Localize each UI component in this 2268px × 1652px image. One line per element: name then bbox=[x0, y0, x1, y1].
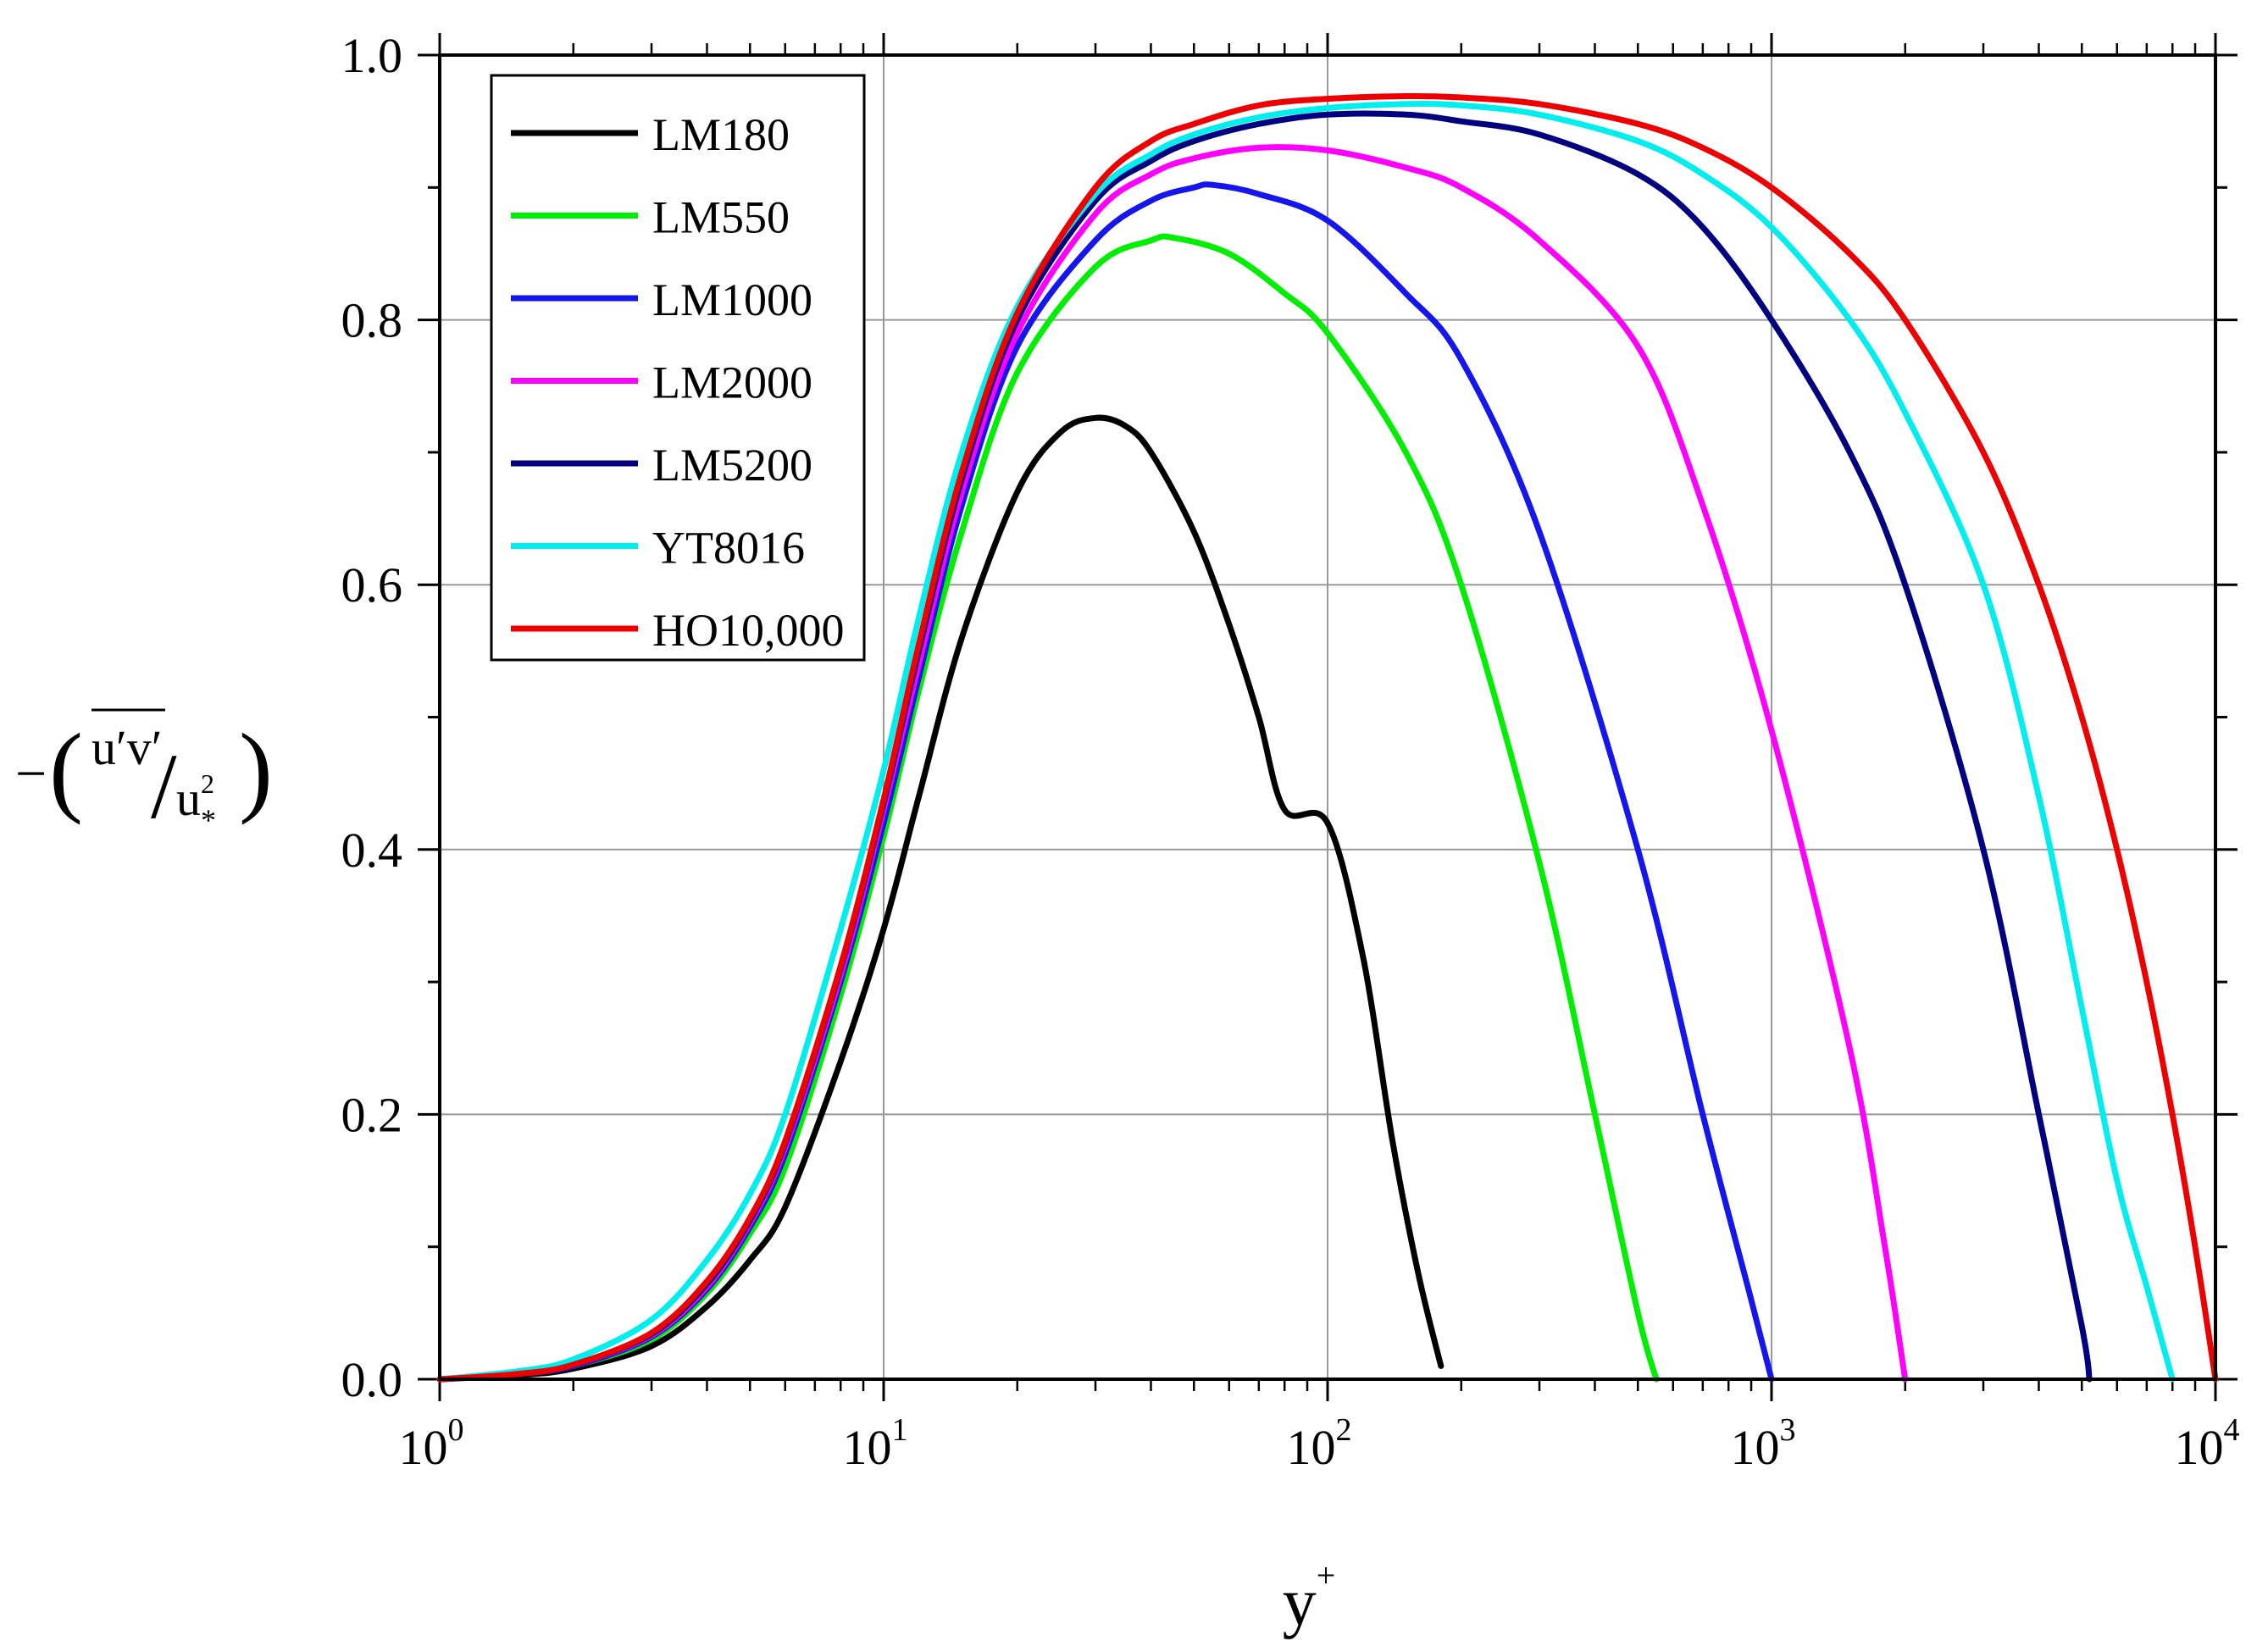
x-tick-label: 103 bbox=[1731, 1412, 1796, 1475]
series-lines bbox=[436, 92, 2219, 1383]
x-tick-label: 100 bbox=[399, 1412, 464, 1475]
legend-label-lm180: LM180 bbox=[652, 109, 790, 160]
y-tick-label: 0.4 bbox=[341, 823, 403, 878]
x-tick-labels: 100 101 102 103 104 bbox=[399, 1412, 2240, 1475]
series-line-ho10-000 bbox=[436, 92, 2219, 1383]
series-line-yt8016 bbox=[436, 101, 2176, 1383]
legend-label-lm1000: LM1000 bbox=[652, 274, 812, 325]
series-line-lm550 bbox=[436, 233, 1660, 1383]
y-label-denominator: u2 * bbox=[176, 768, 216, 837]
axis-ticks bbox=[418, 33, 2238, 1401]
y-label-prefix: − bbox=[15, 743, 47, 805]
legend-label-lm5200: LM5200 bbox=[652, 440, 812, 491]
y-label-numerator: u′v′ bbox=[91, 720, 162, 775]
x-tick-label: 102 bbox=[1287, 1412, 1352, 1475]
legend-box bbox=[490, 74, 866, 662]
legend-label-yt8016: YT8016 bbox=[652, 523, 805, 574]
legend: LM180 LM550 LM1000 LM2000 LM5200 YT8016 HO10,0… bbox=[490, 74, 866, 662]
y-tick-label: 0.0 bbox=[341, 1352, 403, 1407]
y-tick-label: 1.0 bbox=[341, 28, 403, 83]
x-tick-label: 104 bbox=[2175, 1412, 2240, 1475]
y-label-slash: / bbox=[151, 735, 177, 838]
y-tick-label: 0.8 bbox=[341, 293, 403, 348]
y-axis-label: − ( u′v′ / u2 * ) bbox=[15, 708, 273, 838]
plot-frame bbox=[438, 53, 2217, 1381]
legend-label-lm2000: LM2000 bbox=[652, 358, 812, 408]
y-tick-label: 0.6 bbox=[341, 557, 403, 613]
legend-label-lm550: LM550 bbox=[652, 192, 790, 243]
y-tick-labels: 0.0 0.2 0.4 0.6 0.8 1.0 bbox=[341, 28, 403, 1407]
series-line-lm180 bbox=[436, 414, 1445, 1383]
x-tick-label: 101 bbox=[843, 1412, 908, 1475]
legend-label-ho10-000: HO10,000 bbox=[652, 605, 845, 656]
y-tick-label: 0.2 bbox=[341, 1087, 403, 1142]
x-axis-label: y+ bbox=[1283, 1556, 1336, 1640]
y-label-open-paren: ( bbox=[49, 712, 83, 825]
y-label-close-paren: ) bbox=[239, 712, 273, 825]
